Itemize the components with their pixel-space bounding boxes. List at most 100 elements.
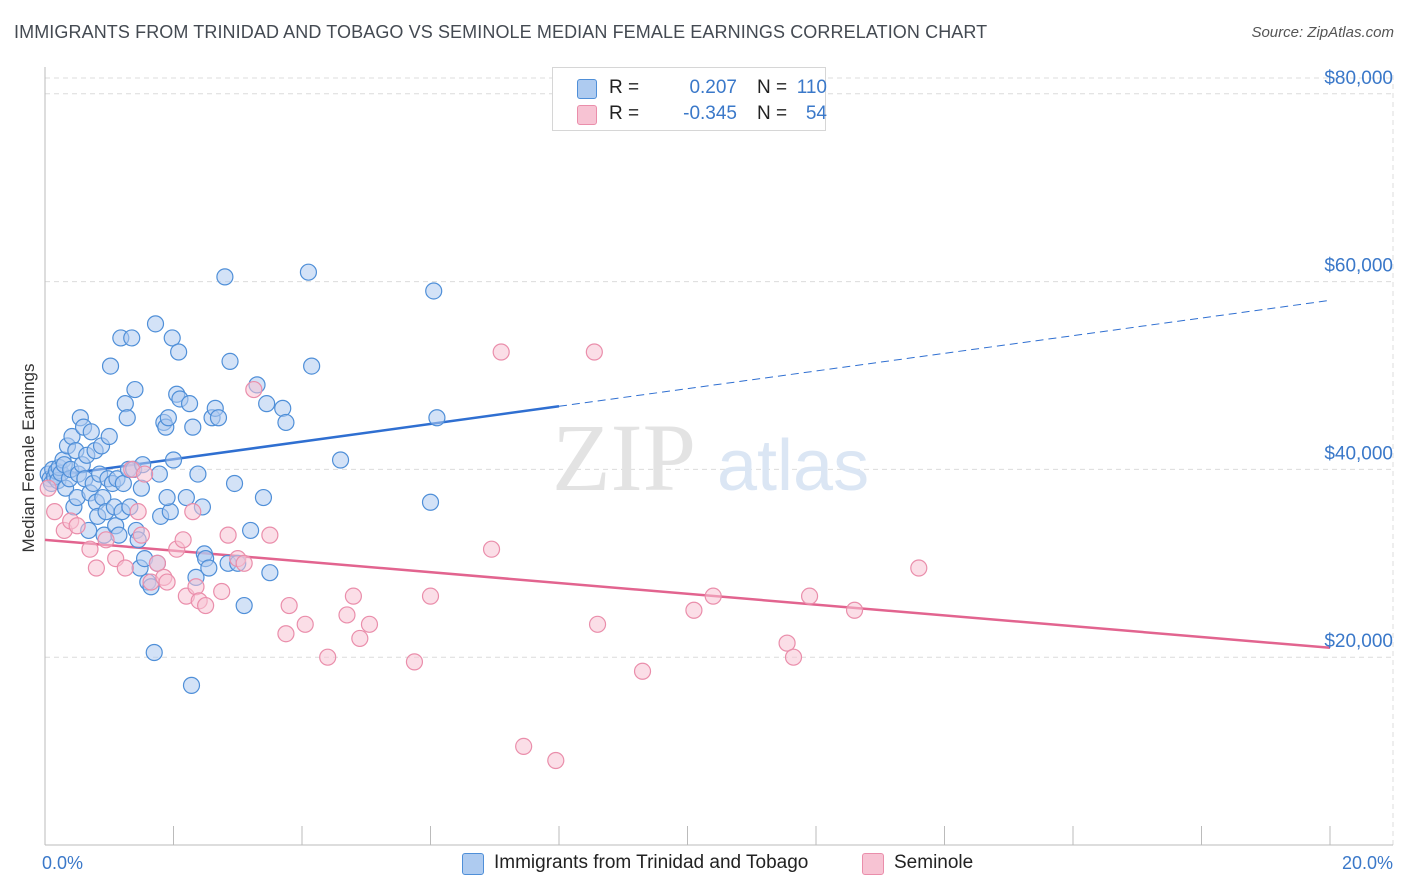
data-point-pink bbox=[296, 615, 314, 633]
data-point-pink bbox=[129, 503, 147, 521]
legend-r-label: R = bbox=[609, 103, 640, 124]
legend-r-value: -0.345 bbox=[683, 103, 737, 124]
data-point-pink bbox=[187, 578, 205, 596]
data-point-pink bbox=[39, 479, 57, 497]
watermark-atlas: atlas bbox=[717, 426, 869, 506]
y-tick-label: $60,000 bbox=[1324, 256, 1393, 277]
data-point-pink bbox=[344, 587, 362, 605]
chart-title: IMMIGRANTS FROM TRINIDAD AND TOBAGO VS S… bbox=[14, 22, 988, 42]
watermark: ZIP atlas bbox=[552, 404, 869, 511]
data-point-blue bbox=[132, 479, 150, 497]
watermark-zip: ZIP bbox=[552, 404, 696, 511]
data-point-pink bbox=[197, 596, 215, 615]
data-point-blue bbox=[123, 329, 141, 347]
data-point-blue bbox=[331, 451, 350, 469]
series-blue-points bbox=[39, 263, 446, 694]
data-point-blue bbox=[428, 409, 446, 427]
y-tick-labels: $20,000 $40,000 $60,000 $80,000 bbox=[1324, 68, 1393, 652]
legend-n-value: 54 bbox=[805, 103, 827, 124]
data-point-pink bbox=[482, 540, 501, 558]
data-point-blue bbox=[200, 559, 218, 577]
data-point-pink bbox=[81, 540, 99, 558]
series-label-blue: Immigrants from Trinidad and Tobago bbox=[494, 852, 809, 873]
axes bbox=[44, 67, 1393, 846]
data-point-blue bbox=[163, 329, 181, 347]
data-point-blue bbox=[421, 493, 440, 511]
data-point-pink bbox=[245, 380, 263, 399]
data-point-pink bbox=[261, 526, 279, 544]
trend-line-pink bbox=[44, 538, 1331, 650]
data-point-pink bbox=[135, 465, 154, 483]
data-point-blue bbox=[158, 488, 176, 507]
data-point-blue bbox=[182, 676, 201, 694]
legend-r-label: R = bbox=[609, 77, 640, 98]
data-point-blue bbox=[170, 343, 188, 361]
data-point-pink bbox=[219, 526, 237, 544]
data-point-blue bbox=[118, 409, 136, 427]
data-point-pink bbox=[778, 634, 796, 652]
series-swatch-blue bbox=[462, 853, 484, 875]
data-point-blue bbox=[177, 488, 195, 507]
data-point-blue bbox=[164, 451, 183, 469]
data-point-pink bbox=[338, 606, 356, 624]
data-point-blue bbox=[225, 474, 244, 493]
data-point-pink bbox=[68, 517, 86, 535]
data-point-pink bbox=[492, 343, 510, 361]
data-point-pink bbox=[148, 554, 167, 572]
data-point-pink bbox=[277, 625, 295, 643]
x-tick-max: 20.0% bbox=[1342, 853, 1393, 873]
data-point-pink bbox=[351, 629, 369, 648]
data-point-blue bbox=[100, 427, 118, 446]
data-point-pink bbox=[132, 526, 150, 544]
data-point-pink bbox=[547, 751, 565, 770]
data-point-pink bbox=[116, 559, 134, 577]
data-point-blue bbox=[221, 352, 239, 371]
data-point-pink bbox=[184, 503, 202, 521]
data-point-blue bbox=[145, 643, 163, 662]
data-point-blue bbox=[274, 399, 292, 417]
data-point-blue bbox=[261, 564, 279, 582]
series-swatch-pink bbox=[862, 853, 884, 875]
data-point-blue bbox=[150, 465, 168, 483]
legend-n-label: N = bbox=[757, 103, 788, 124]
data-point-pink bbox=[174, 531, 192, 549]
data-point-blue bbox=[299, 263, 318, 281]
data-point-pink bbox=[633, 662, 652, 680]
data-point-pink bbox=[158, 573, 176, 591]
data-point-blue bbox=[159, 409, 177, 427]
data-point-blue bbox=[146, 315, 165, 333]
data-point-blue bbox=[101, 357, 120, 375]
grid-lines bbox=[45, 75, 1394, 845]
data-point-pink bbox=[319, 648, 337, 666]
data-point-pink bbox=[421, 587, 440, 605]
data-point-pink bbox=[910, 559, 928, 577]
data-point-blue bbox=[216, 268, 234, 286]
correlation-legend: R = 0.207 N = 110 R = -0.345 N = 54 bbox=[552, 67, 827, 131]
data-point-blue bbox=[116, 395, 134, 413]
data-point-pink bbox=[585, 343, 603, 361]
series-label-pink: Seminole bbox=[894, 852, 974, 873]
data-point-pink bbox=[515, 737, 533, 756]
y-tick-label: $80,000 bbox=[1324, 68, 1393, 89]
data-point-pink bbox=[97, 531, 115, 549]
series-pink-points bbox=[39, 343, 928, 770]
data-point-blue bbox=[303, 357, 321, 375]
data-point-blue bbox=[180, 395, 199, 413]
data-point-blue bbox=[235, 596, 253, 615]
data-point-blue bbox=[82, 423, 100, 441]
data-point-blue bbox=[254, 488, 273, 507]
y-axis-label: Median Female Earnings bbox=[19, 364, 38, 553]
data-point-blue bbox=[277, 413, 295, 432]
trend-line-blue-dashed bbox=[558, 299, 1331, 407]
legend-swatch-blue bbox=[577, 79, 597, 99]
data-point-pink bbox=[588, 615, 607, 633]
source-label: Source: ZipAtlas.com bbox=[1251, 24, 1394, 41]
y-tick-label: $40,000 bbox=[1324, 443, 1393, 464]
data-point-pink bbox=[87, 559, 106, 577]
legend-swatch-pink bbox=[577, 105, 597, 125]
data-point-blue bbox=[209, 409, 228, 427]
data-point-blue bbox=[184, 418, 202, 436]
data-point-pink bbox=[800, 587, 819, 605]
data-point-pink bbox=[280, 596, 298, 615]
